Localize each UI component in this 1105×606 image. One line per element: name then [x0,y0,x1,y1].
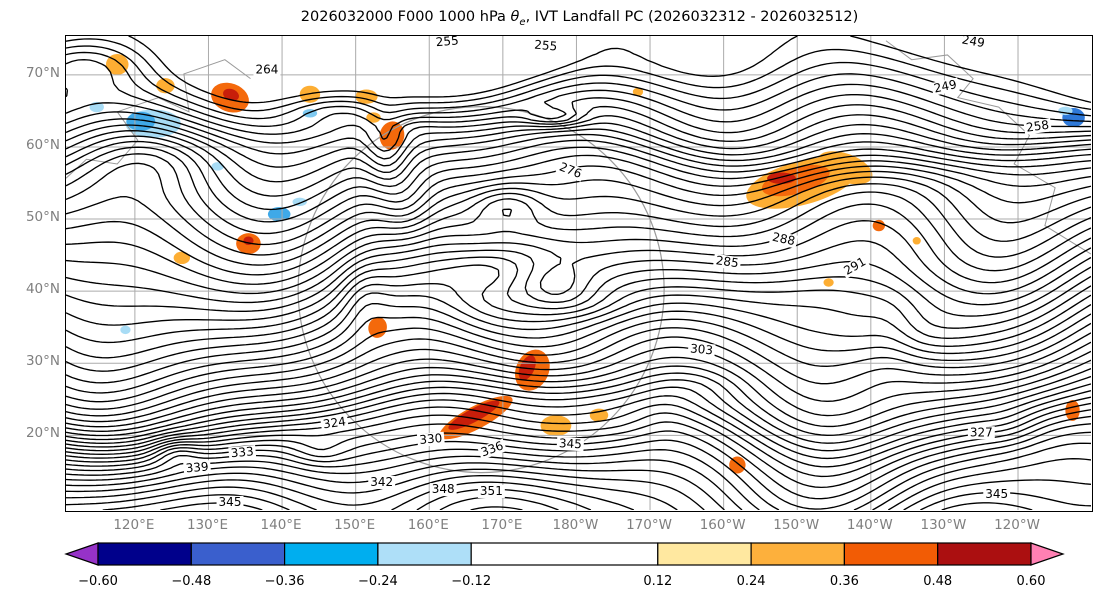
colorbar-segment-6 [750,542,845,566]
y-tick-label: 30°N [25,353,60,370]
x-tick-label: 150°E [334,517,376,533]
colorbar-under-arrow [64,542,99,566]
x-tick-label: 150°W [773,517,820,533]
y-tick-label: 70°N [25,64,60,81]
x-tick-label: 160°W [699,517,746,533]
chart-title-prefix: 2026032000 F000 1000 hPa [300,9,511,25]
colorbar-segment-5 [657,542,752,566]
colorbar-tick-label: −0.60 [78,574,118,589]
y-tick-label: 40°N [25,281,60,298]
map-plot-area [65,35,1093,512]
y-tick-label: 20°N [25,425,60,442]
contour-map-canvas [66,36,1091,510]
colorbar: −0.60 −0.48 −0.36 −0.24 −0.12 0.12 0.24 0.36 0.4… [64,542,1065,589]
colorbar-tick-label: 0.12 [643,574,672,589]
colorbar-tick-label: 0.48 [923,574,952,589]
x-tick-label: 120°E [113,517,155,533]
x-tick-label: 170°W [626,517,672,533]
x-tick-label: 160°E [407,517,449,533]
chart-title: 2026032000 F000 1000 hPa θe, IVT Landfal… [66,9,1093,28]
colorbar-over-arrow [1030,542,1065,566]
chart-title-suffix: , IVT Landfall PC (2026032312 - 20260325… [525,9,859,25]
x-tick-label: 170°E [481,517,523,533]
colorbar-tick-label: −0.24 [358,574,398,589]
y-tick-label: 50°N [25,209,60,226]
colorbar-tick-label: 0.36 [830,574,859,589]
x-tick-label: 180°W [552,517,599,533]
colorbar-segment-0 [97,542,192,566]
colorbar-segment-1 [190,542,286,566]
x-tick-label: 120°W [994,517,1040,533]
colorbar-segment-7 [843,542,939,566]
x-tick-label: 130°E [186,517,228,533]
y-tick-label: 60°N [25,136,60,153]
colorbar-tick-label: −0.36 [265,574,305,589]
x-tick-label: 130°W [920,517,967,533]
x-tick-label: 140°E [260,517,302,533]
colorbar-segment-4 [470,542,659,566]
x-tick-label: 140°W [846,517,893,533]
colorbar-tick-label: 0.60 [1017,574,1046,589]
theta-symbol: θe [510,9,526,28]
colorbar-segment-3 [377,542,472,566]
colorbar-tick-label: −0.12 [451,574,491,589]
colorbar-segment-8 [937,542,1032,566]
colorbar-segment-2 [284,542,379,566]
colorbar-tick-label: −0.48 [171,574,211,589]
colorbar-tick-label: 0.24 [737,574,766,589]
